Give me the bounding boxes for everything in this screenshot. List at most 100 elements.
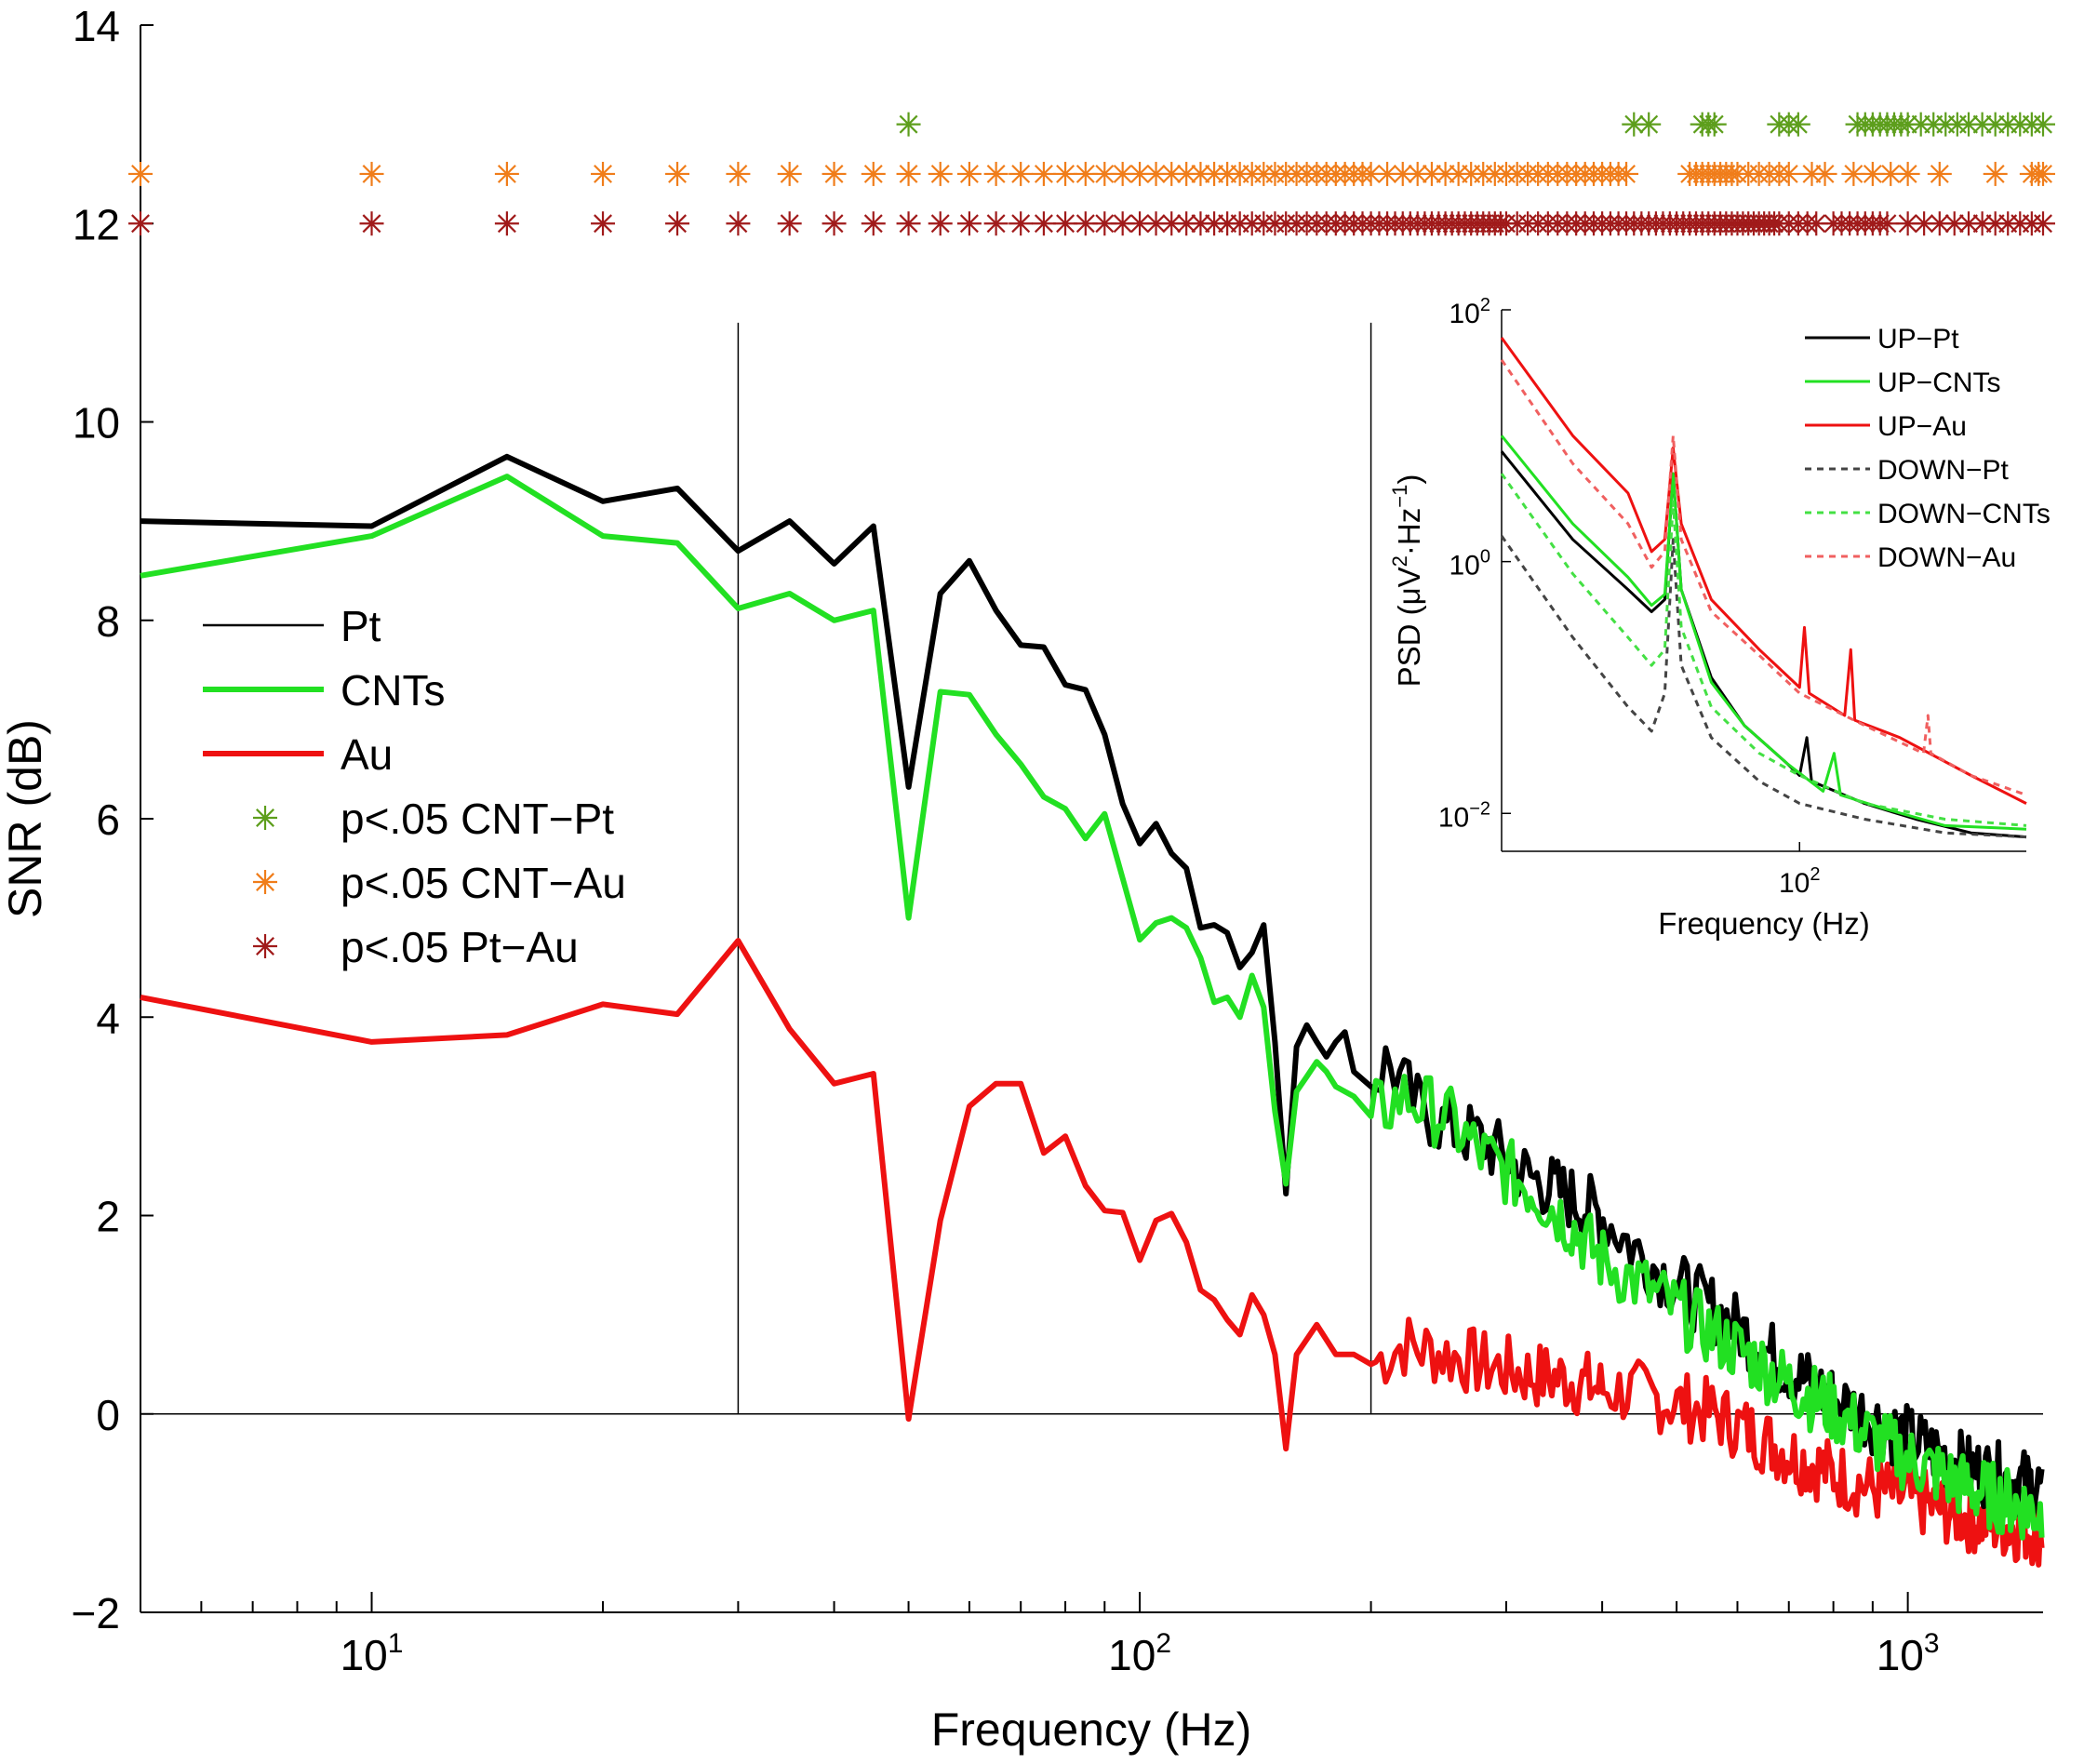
significance-marker-stroke <box>668 164 688 183</box>
significance-marker-stroke <box>1639 114 1659 134</box>
legend-label: p<.05 CNT−Pt <box>341 795 614 843</box>
significance-marker <box>1009 161 1034 186</box>
significance-marker-stroke <box>1393 164 1412 183</box>
inset-legend: UP−Pt UP−CNTs UP−Au DOWN−Pt DOWN−CNTs DOWN−Au <box>1805 324 2051 573</box>
inset-y-tick-label: 102 <box>1449 295 1491 329</box>
significance-marker-stroke <box>1177 164 1196 183</box>
significance-marker <box>1358 161 1383 186</box>
legend-marker <box>253 934 277 958</box>
y-tick-label: 6 <box>96 795 120 844</box>
legend-label: Au <box>341 730 393 779</box>
significance-marker <box>1009 211 1034 236</box>
main-legend: Pt CNTs Au p<.05 CNT−Pt p<.05 CNT−Au p<.05 Pt… <box>203 602 626 971</box>
significance-marker-stroke <box>1881 164 1901 183</box>
significance-marker <box>1092 161 1117 186</box>
y-tick-label: −2 <box>72 1589 120 1637</box>
significance-marker <box>2031 211 2055 236</box>
significance-marker <box>128 161 153 186</box>
significance-marker <box>494 211 519 236</box>
inset-ylabel-mid: ·Hz <box>1392 508 1426 555</box>
significance-marker <box>1895 161 1920 186</box>
significance-marker-stroke <box>863 164 883 183</box>
inset-legend-label: DOWN−Pt <box>1877 455 2010 486</box>
significance-marker-stroke <box>1378 164 1397 183</box>
significance-marker-stroke <box>1944 214 1964 234</box>
inset-x-tick-label: 102 <box>1779 864 1821 899</box>
significance-marker-stroke <box>1807 214 1826 234</box>
series-line-cnts <box>140 474 2045 1541</box>
y-tick-label: 0 <box>96 1391 120 1439</box>
significance-marker <box>1073 161 1098 186</box>
x-tick-label-exp: 1 <box>388 1628 404 1659</box>
inset-x-tick-label-exp: 2 <box>1810 864 1820 885</box>
significance-marker-stroke <box>131 214 150 234</box>
significance-marker-stroke <box>1788 114 1808 134</box>
significance-marker-stroke <box>1898 114 1917 134</box>
significance-marker-stroke <box>1408 164 1427 183</box>
significance-marker <box>1433 161 1458 186</box>
significance-marker-stroke <box>1146 164 1166 183</box>
legend-label: p<.05 CNT−Au <box>341 859 626 907</box>
significance-marker <box>591 161 616 186</box>
inset-y-tick-label-base: 10 <box>1449 299 1480 329</box>
significance-marker <box>665 161 690 186</box>
significance-marker-stroke <box>1034 214 1053 234</box>
significance-marker-stroke <box>1617 164 1636 183</box>
significance-marker <box>665 211 690 236</box>
significance-marker-stroke <box>1959 114 1978 134</box>
legend-label: p<.05 Pt−Au <box>341 923 579 971</box>
inset-legend-label: UP−Au <box>1877 411 1967 442</box>
significance-marker-stroke <box>959 214 979 234</box>
inset-y-tick-label-exp: −2 <box>1469 798 1490 819</box>
significance-marker-stroke <box>1130 214 1150 234</box>
significance-marker <box>777 161 802 186</box>
significance-marker-stroke <box>1930 164 1949 183</box>
x-tick-label: 102 <box>1108 1628 1171 1679</box>
x-tick-label-base: 10 <box>1877 1631 1924 1679</box>
significance-marker <box>1812 161 1837 186</box>
significance-marker-stroke <box>1898 164 1917 183</box>
significance-marker-stroke <box>1191 164 1210 183</box>
significance-marker-stroke <box>1011 164 1031 183</box>
inset-series-line <box>1500 358 2027 796</box>
significance-marker <box>861 211 886 236</box>
inset-y-tick-label-exp: 0 <box>1480 547 1490 568</box>
significance-marker <box>1073 211 1098 236</box>
inset-series <box>1500 337 2027 839</box>
y-axis-label: SNR (dB) <box>0 719 51 918</box>
main-y-ticks: −2 0 2 4 6 8 10 12 14 <box>72 2 154 1637</box>
significance-marker-stroke <box>594 164 613 183</box>
significance-marker-stroke <box>863 214 883 234</box>
significance-marker <box>1799 161 1824 186</box>
y-tick-label: 14 <box>73 2 120 50</box>
significance-marker <box>1636 112 1662 137</box>
significance-marker-stroke <box>1075 214 1095 234</box>
significance-marker <box>128 211 153 236</box>
legend-label: Pt <box>341 602 381 650</box>
significance-marker-stroke <box>930 164 950 183</box>
significance-marker-stroke <box>986 164 1006 183</box>
significance-marker-stroke <box>959 164 979 183</box>
significance-marker <box>1927 211 1952 236</box>
significance-marker <box>928 161 953 186</box>
significance-marker-stroke <box>1205 164 1224 183</box>
inset-series-line <box>1500 535 2027 839</box>
legend-marker <box>253 870 277 894</box>
significance-marker-stroke <box>824 164 844 183</box>
x-tick-label-base: 10 <box>341 1631 388 1679</box>
significance-marker <box>956 161 982 186</box>
significance-marker-stroke <box>899 114 918 134</box>
significance-marker <box>2031 112 2055 137</box>
significance-marker-stroke <box>1898 214 1917 234</box>
significance-marker-stroke <box>1113 164 1132 183</box>
significance-marker <box>1702 112 1727 137</box>
significance-marker-stroke <box>1361 164 1381 183</box>
significance-marker <box>861 161 886 186</box>
significance-marker-stroke <box>594 214 613 234</box>
inset-y-tick-label-exp: 2 <box>1480 295 1490 315</box>
inset-series-line <box>1500 473 2027 827</box>
significance-marker-stroke <box>1075 164 1095 183</box>
significance-marker-stroke <box>1146 214 1166 234</box>
significance-marker-stroke <box>930 214 950 234</box>
